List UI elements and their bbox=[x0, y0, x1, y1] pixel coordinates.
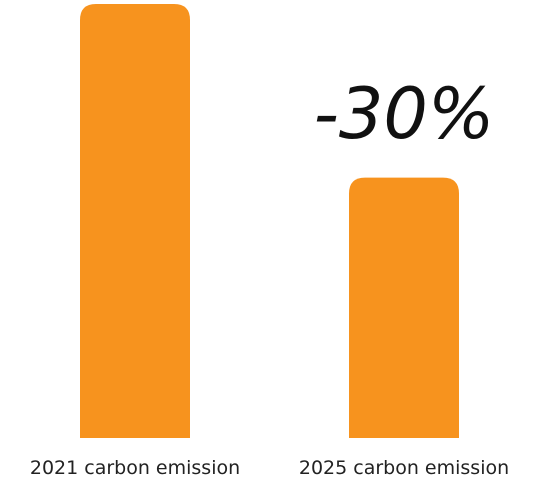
bar-2 bbox=[349, 177, 459, 438]
category-label-2: 2025 carbon emission bbox=[299, 457, 509, 477]
bars-group bbox=[80, 4, 459, 438]
bar-1 bbox=[80, 4, 190, 438]
category-labels-group: 2021 carbon emission 2025 carbon emission bbox=[30, 457, 509, 477]
category-label-1: 2021 carbon emission bbox=[30, 457, 240, 477]
annotation-label: -30% bbox=[314, 73, 495, 155]
